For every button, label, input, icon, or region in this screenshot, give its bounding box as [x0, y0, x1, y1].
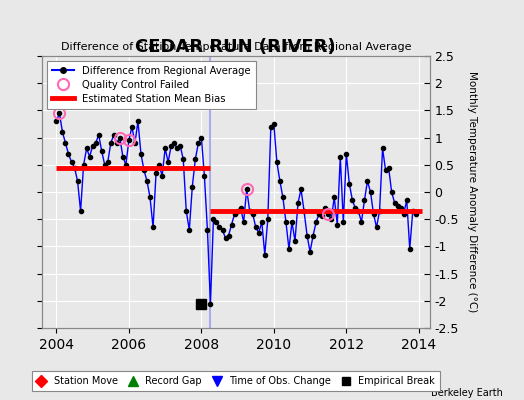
Y-axis label: Monthly Temperature Anomaly Difference (°C): Monthly Temperature Anomaly Difference (…: [467, 71, 477, 313]
Legend: Station Move, Record Gap, Time of Obs. Change, Empirical Break: Station Move, Record Gap, Time of Obs. C…: [32, 372, 440, 391]
Text: Difference of Station Temperature Data from Regional Average: Difference of Station Temperature Data f…: [61, 42, 411, 52]
Legend: Difference from Regional Average, Quality Control Failed, Estimated Station Mean: Difference from Regional Average, Qualit…: [47, 61, 256, 109]
Text: Berkeley Earth: Berkeley Earth: [431, 388, 503, 398]
Title: CEDAR RUN (RIVER): CEDAR RUN (RIVER): [136, 38, 336, 56]
